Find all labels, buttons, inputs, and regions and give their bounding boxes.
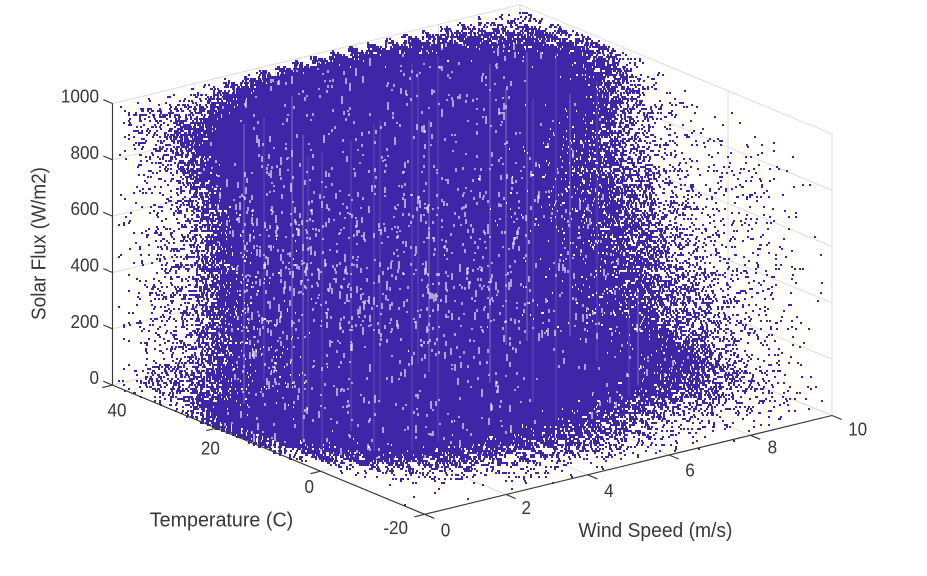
svg-text:Wind Speed (m/s): Wind Speed (m/s) xyxy=(578,520,732,542)
svg-text:0: 0 xyxy=(90,367,100,388)
svg-text:40: 40 xyxy=(108,400,127,421)
svg-text:800: 800 xyxy=(71,142,100,163)
svg-text:Temperature (C): Temperature (C) xyxy=(150,509,294,531)
svg-text:200: 200 xyxy=(71,311,100,332)
svg-text:600: 600 xyxy=(71,198,100,219)
svg-text:-20: -20 xyxy=(383,517,408,538)
svg-text:400: 400 xyxy=(71,255,100,276)
svg-text:10: 10 xyxy=(848,419,867,440)
svg-text:0: 0 xyxy=(304,476,314,497)
svg-text:8: 8 xyxy=(768,437,778,458)
svg-text:4: 4 xyxy=(604,480,614,501)
svg-text:Solar Flux (W/m2): Solar Flux (W/m2) xyxy=(28,167,50,320)
svg-text:6: 6 xyxy=(685,459,695,480)
svg-text:0: 0 xyxy=(441,520,451,541)
svg-text:20: 20 xyxy=(201,438,220,459)
svg-text:1000: 1000 xyxy=(61,86,99,107)
svg-text:2: 2 xyxy=(521,497,531,518)
